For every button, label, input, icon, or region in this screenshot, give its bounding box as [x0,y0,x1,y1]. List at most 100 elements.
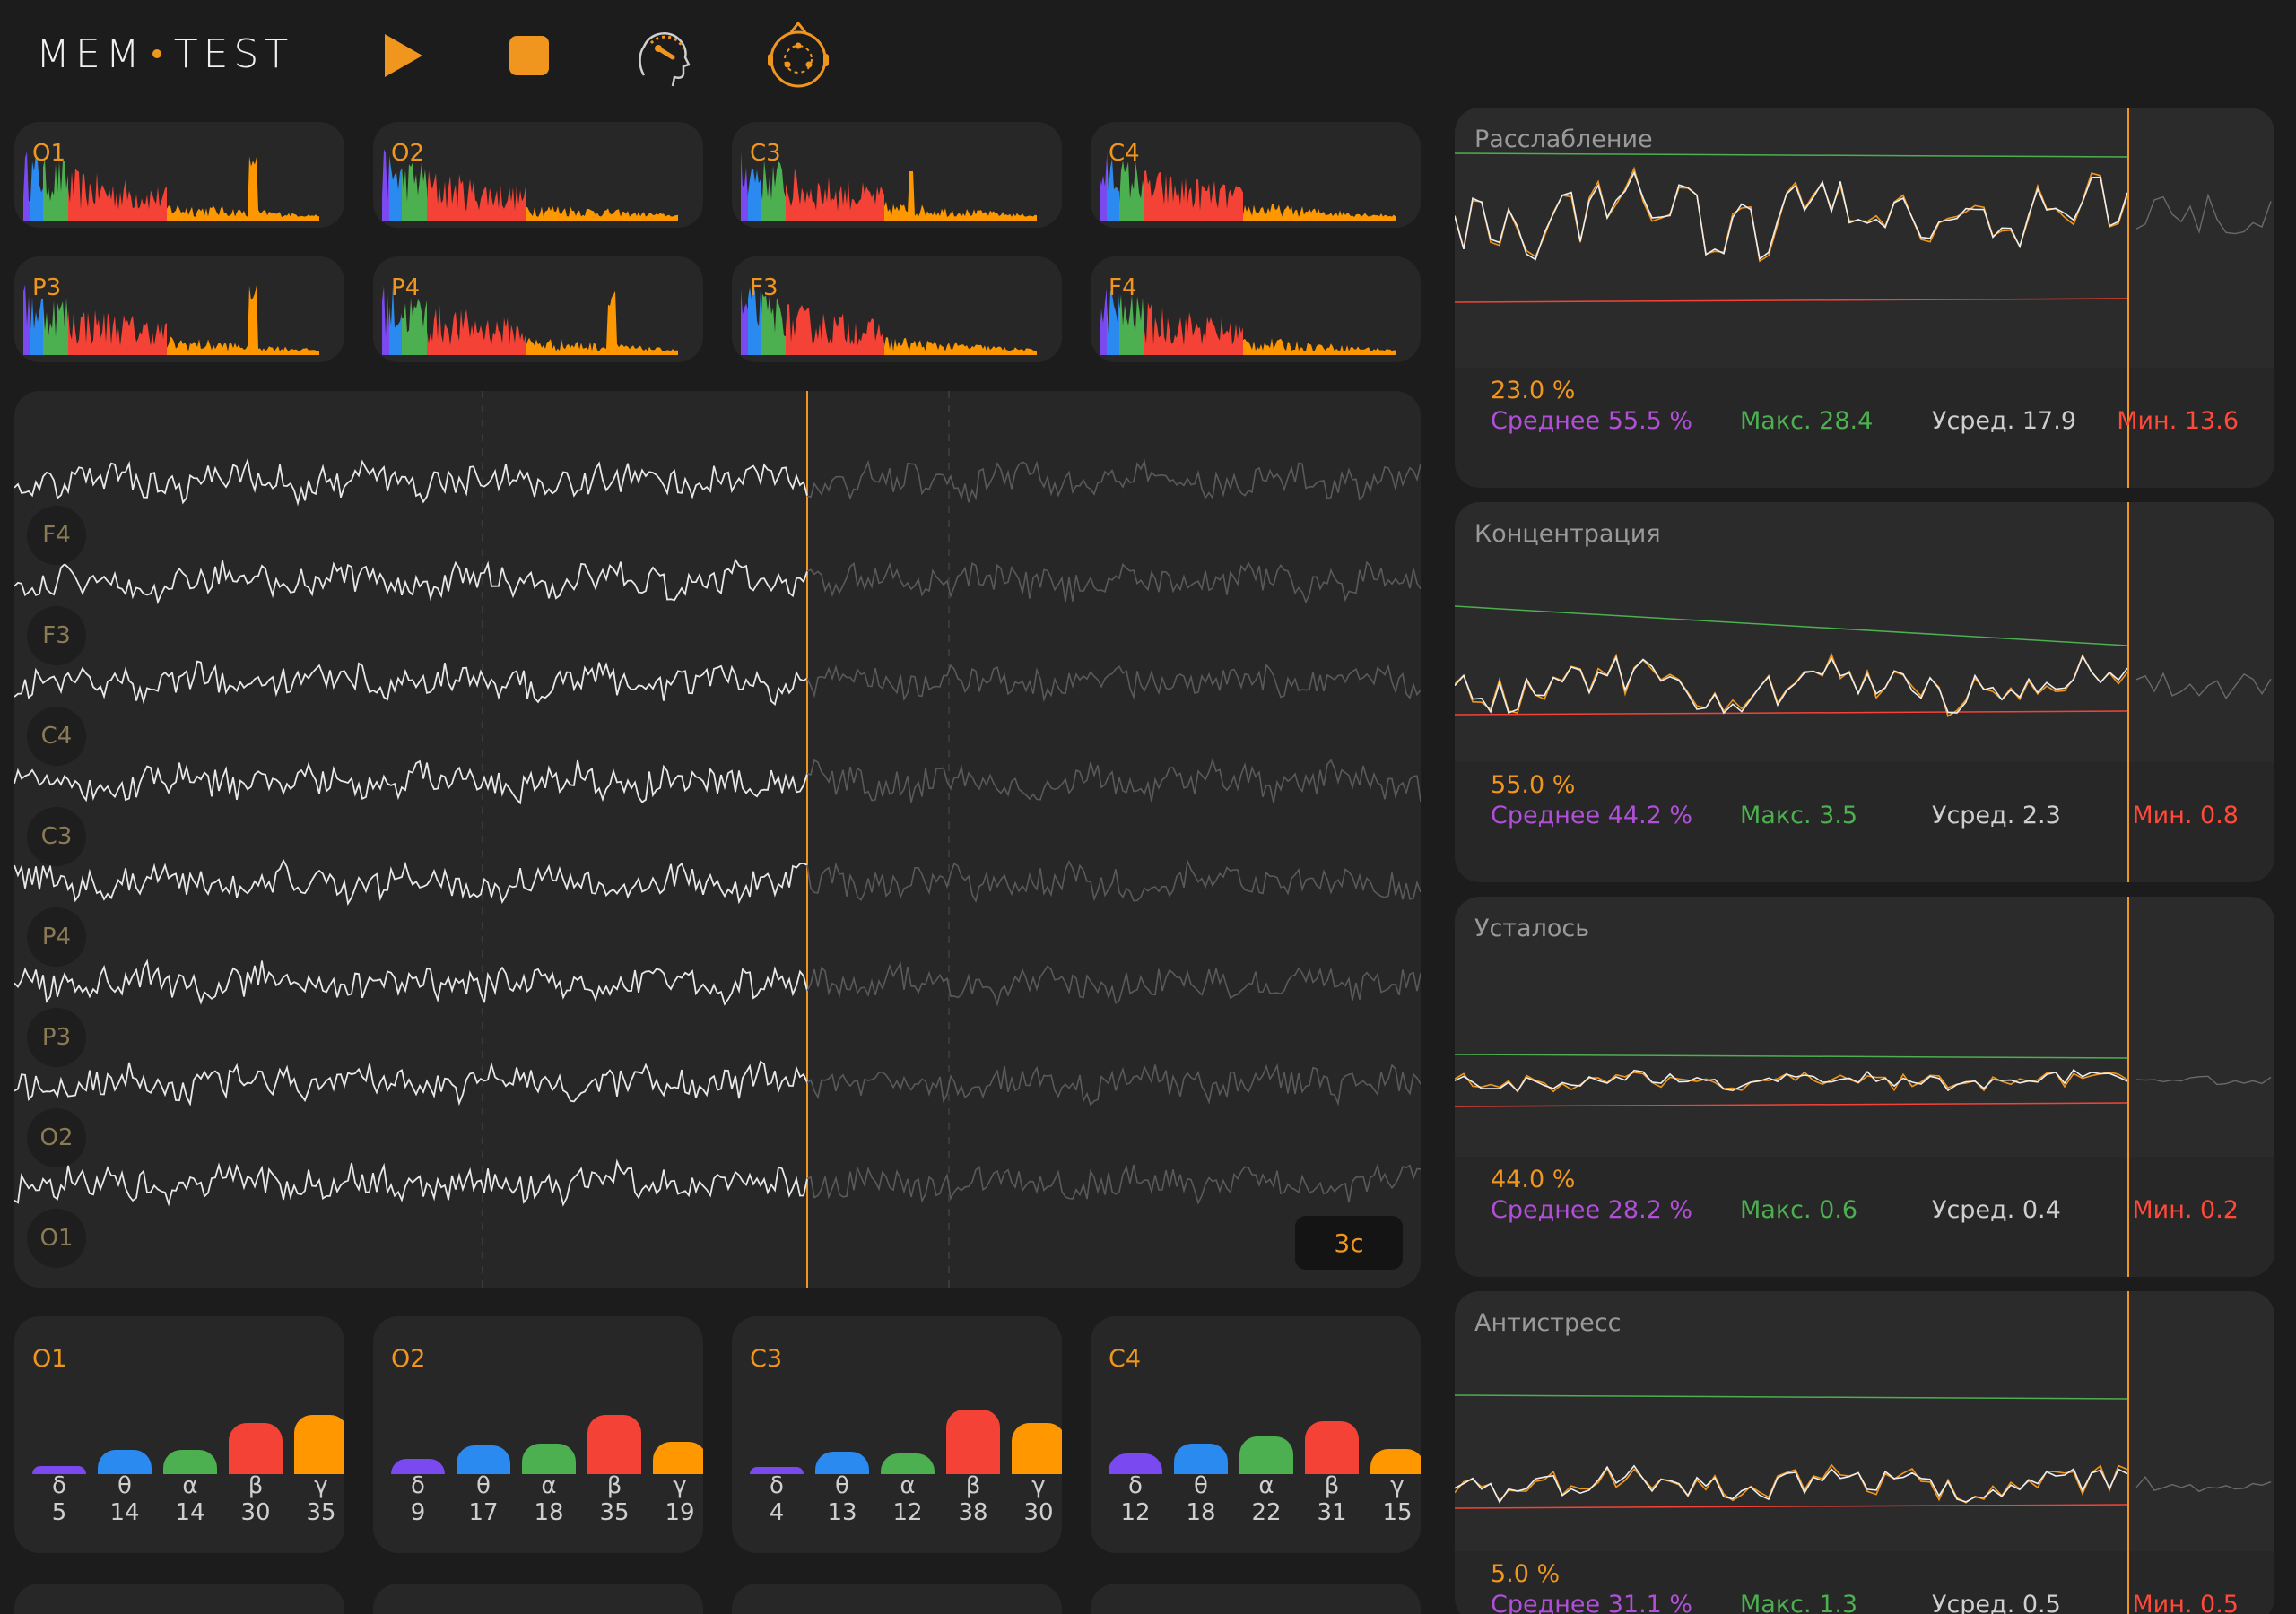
band-symbol: α [900,1472,916,1499]
band-symbol: β [965,1472,981,1499]
spectrum-chart [741,150,1037,221]
stop-button[interactable] [493,20,565,91]
band-bar [1174,1443,1228,1474]
band-symbol: β [248,1472,264,1499]
band-value: 12 [892,1499,923,1526]
band-value: 35 [306,1499,336,1526]
metric-title: Расслабление [1474,126,1653,153]
eeg-trace-current [14,959,808,1006]
band-column: β 31 [1305,1397,1359,1553]
metric-min: Мин. 0.5 [2132,1591,2239,1614]
metric-average: Среднее 28.2 % [1491,1196,1693,1224]
band-bar [1239,1436,1293,1474]
metric-cursor-line [2127,897,2129,1277]
spectrum-band-area [43,298,68,355]
metric-max-line [1455,1394,2128,1400]
spectrum-band-area [382,285,389,355]
spectrum-band-area [786,304,884,355]
band-bar [1370,1448,1421,1474]
spectrum-band-area [389,285,402,355]
metric-mean: Усред. 0.5 [1932,1591,2061,1614]
spectrum-band-area [402,162,427,221]
band-column: α 12 [881,1397,935,1553]
band-bar [522,1443,576,1474]
band-column: α 22 [1239,1397,1293,1553]
band-bar [1012,1423,1062,1474]
band-bar [294,1414,344,1474]
eeg-channel-badge: F3 [27,606,86,665]
spectrum-chart [23,152,319,221]
band-symbol: θ [1194,1472,1208,1499]
band-value: 22 [1251,1499,1282,1526]
metric-percent: 23.0 % [1491,377,1576,404]
metric-stats: 44.0 % Среднее 28.2 % Макс. 0.6 Усред. 0.4 М… [1455,1157,2274,1277]
band-column: γ 15 [1370,1397,1421,1553]
eeg-channel-badge: C3 [27,807,86,866]
head-calibration-icon [639,32,691,87]
metric-min: Мин. 0.8 [2132,802,2239,829]
band-column: θ 13 [815,1397,869,1553]
spectrum-band-area [427,304,526,355]
metric-min: Мин. 0.2 [2132,1196,2239,1224]
metric-title: Концентрация [1474,520,1661,548]
eeg-trace-previous [806,663,1421,703]
spectrum-band-area [1119,294,1144,355]
spectrum-band-area [30,153,43,221]
metric-mean: Усред. 0.4 [1932,1196,2061,1224]
metric-average: Среднее 44.2 % [1491,802,1693,829]
band-bar [32,1465,86,1474]
spectrum-band-area [30,298,43,355]
eeg-channel-badge: F4 [27,506,86,565]
head-electrodes-button[interactable] [762,20,834,91]
spectrum-band-area [1107,291,1119,355]
eeg-trace-current [14,858,808,907]
band-value: 13 [827,1499,857,1526]
band-column: γ 30 [1012,1397,1062,1553]
metric-title: Антистресс [1474,1309,1622,1337]
logo-dot [152,49,161,58]
band-bar [750,1467,804,1474]
band-panel-partial [14,1584,344,1614]
spectrum-band-area [427,170,526,221]
band-column: γ 19 [653,1397,703,1553]
spectrum-panel: F3 [732,256,1062,362]
metric-percent: 55.0 % [1491,771,1576,799]
eeg-trace-current [14,1060,808,1106]
spectrum-channel-label: O1 [32,140,66,167]
metric-average: Среднее 55.5 % [1491,407,1693,435]
eeg-trace-current [14,1158,808,1207]
band-channel-label: O2 [391,1345,426,1373]
band-value: 9 [410,1499,426,1526]
eeg-traces [14,391,1421,1288]
band-value: 35 [599,1499,630,1526]
head-calibration-button[interactable] [628,20,700,91]
play-button[interactable] [368,20,439,91]
eeg-trace-current [14,558,808,605]
metric-max: Макс. 28.4 [1740,407,1874,435]
eeg-channel-badge: P3 [27,1008,86,1067]
metric-panel: Расслабление 23.0 % Среднее 55.5 % Макс. 28… [1455,108,2274,488]
spectrum-band-area [786,169,884,221]
spectrum-band-area [1100,288,1107,355]
eeg-trace-current [14,457,808,507]
band-panel-partial [732,1584,1062,1614]
spectrum-panel: P3 [14,256,344,362]
spectrum-band-area [43,158,68,221]
eeg-trace-previous [806,458,1421,503]
band-channel-label: C3 [750,1345,783,1373]
band-column: α 14 [163,1397,217,1553]
band-channel-label: O1 [32,1345,67,1373]
spectrum-panel: P4 [373,256,703,362]
play-icon [385,34,422,77]
metric-smooth-line [1455,655,2128,715]
metric-max: Макс. 0.6 [1740,1196,1858,1224]
time-scale-button[interactable]: 3с [1295,1216,1403,1270]
spectrum-band-area [1100,156,1107,221]
metric-average: Среднее 31.1 % [1491,1591,1693,1614]
band-value: 30 [240,1499,271,1526]
band-panel-partial [373,1584,703,1614]
band-bar [1109,1453,1162,1474]
band-symbol: α [182,1472,198,1499]
band-symbol: α [1258,1472,1274,1499]
band-panel-partial [1091,1584,1421,1614]
